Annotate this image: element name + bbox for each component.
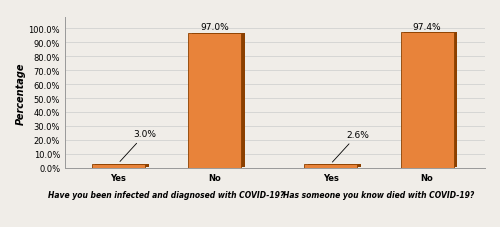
- Bar: [304, 164, 357, 168]
- Bar: [404, 33, 458, 167]
- Bar: [188, 33, 241, 168]
- Text: 2.6%: 2.6%: [332, 131, 369, 162]
- Text: 97.0%: 97.0%: [200, 23, 229, 32]
- Bar: [308, 164, 361, 167]
- Bar: [192, 33, 245, 167]
- Bar: [400, 33, 454, 168]
- Text: Have you been infected and diagnosed with COVID-19?: Have you been infected and diagnosed wit…: [48, 190, 284, 199]
- Text: 3.0%: 3.0%: [120, 130, 156, 162]
- Text: Has someone you know died with COVID-19?: Has someone you know died with COVID-19?: [283, 190, 474, 199]
- Y-axis label: Percentage: Percentage: [16, 62, 26, 124]
- Bar: [96, 164, 148, 167]
- Text: 97.4%: 97.4%: [413, 22, 442, 32]
- Bar: [92, 164, 144, 168]
